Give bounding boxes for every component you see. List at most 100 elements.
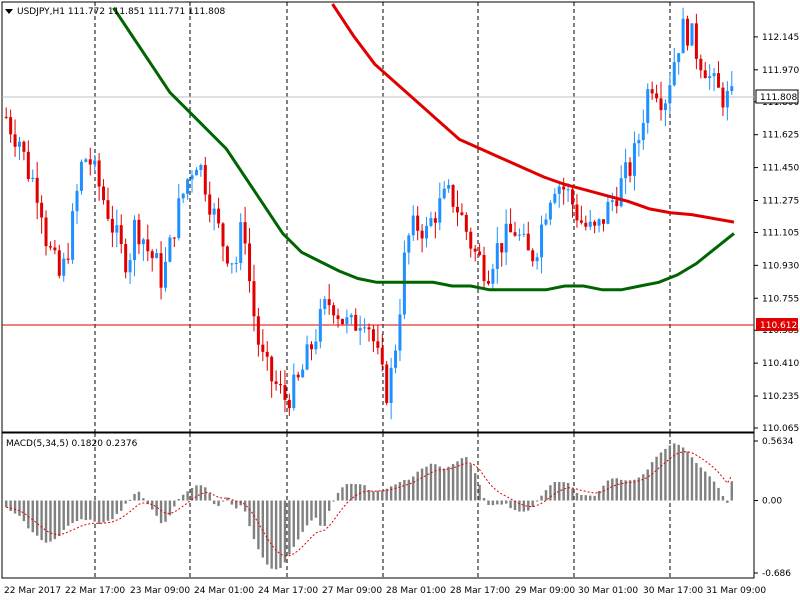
- macd-histogram-bar: [407, 479, 411, 501]
- candle-body: [358, 328, 362, 331]
- macd-histogram-bar: [111, 500, 114, 520]
- macd-histogram-bar: [544, 490, 548, 501]
- macd-histogram-bar: [456, 461, 459, 501]
- price-tick-label: 110.410: [762, 359, 799, 369]
- candle-body: [115, 225, 119, 233]
- candle-body: [668, 85, 672, 104]
- candle-body: [106, 200, 110, 219]
- macd-histogram-bar: [204, 487, 207, 501]
- macd-histogram-bar: [151, 500, 154, 510]
- macd-histogram-bar: [84, 500, 88, 521]
- candle-body: [495, 243, 499, 269]
- macd-histogram-bar: [646, 469, 649, 501]
- price-tick-label: 111.105: [762, 228, 799, 238]
- macd-histogram-bar: [420, 468, 424, 501]
- macd-tick-label: -0.686: [762, 569, 791, 579]
- macd-histogram-bar: [478, 484, 481, 501]
- candle-body: [261, 344, 265, 352]
- candle-body: [672, 62, 676, 86]
- candle-body: [318, 309, 322, 342]
- current-price-tag: 111.808: [755, 89, 799, 104]
- macd-histogram-bar: [491, 500, 495, 506]
- candle-body: [234, 263, 238, 265]
- candle-body: [619, 178, 623, 207]
- macd-histogram-bar: [314, 500, 318, 518]
- candle-body: [429, 218, 433, 226]
- macd-histogram-bar: [27, 500, 30, 529]
- candle-body: [239, 222, 243, 264]
- candle-body: [455, 206, 459, 213]
- macd-histogram-bar: [429, 463, 433, 501]
- macd-histogram-bar: [71, 500, 74, 523]
- macd-histogram-bar: [681, 447, 685, 501]
- candle-body: [194, 169, 198, 176]
- candlestick-series: [4, 7, 734, 420]
- macd-histogram-bar: [403, 479, 406, 501]
- macd-histogram-bar: [310, 500, 313, 521]
- candle-body: [71, 211, 75, 260]
- candle-body: [482, 254, 486, 281]
- macd-histogram-bar: [637, 477, 641, 501]
- macd-histogram-bar: [301, 500, 304, 532]
- macd-histogram-bar: [266, 500, 269, 565]
- macd-histogram-bar: [195, 485, 198, 501]
- candle-body: [526, 233, 530, 251]
- macd-histogram-bar: [354, 484, 357, 501]
- macd-histogram-bar: [75, 500, 79, 522]
- price-tick-label: 111.275: [762, 196, 799, 206]
- candle-body: [703, 70, 707, 79]
- candle-body: [354, 314, 358, 331]
- macd-histogram-bar: [9, 500, 12, 512]
- macd-histogram-bar: [363, 485, 366, 501]
- candle-body: [677, 53, 681, 63]
- macd-histogram-bar: [615, 478, 618, 501]
- candle-body: [301, 369, 305, 378]
- candle-body: [500, 243, 504, 253]
- macd-histogram-bar: [261, 500, 265, 558]
- candle-body: [730, 86, 734, 92]
- macd-histogram-bar: [633, 479, 636, 501]
- time-tick-label: 30 Mar 01:00: [578, 586, 638, 596]
- candle-body: [425, 225, 429, 239]
- candle-body: [363, 327, 367, 329]
- macd-histogram-bar: [350, 483, 353, 501]
- macd-histogram-bar: [186, 491, 189, 501]
- macd-histogram-bar: [283, 500, 287, 563]
- macd-histogram-bar: [212, 500, 216, 505]
- macd-histogram-bar: [664, 448, 667, 501]
- macd-histogram-bar: [704, 471, 707, 501]
- candle-body: [606, 201, 610, 224]
- candle-body: [248, 243, 252, 282]
- macd-histogram-bar: [589, 495, 592, 501]
- price-tick-label: 110.235: [762, 392, 799, 402]
- macd-histogram-bar: [199, 485, 203, 501]
- macd-histogram-bar: [699, 467, 703, 501]
- candle-body: [208, 194, 212, 215]
- candle-body: [270, 356, 274, 382]
- candle-body: [690, 23, 694, 46]
- macd-histogram-bar: [120, 500, 123, 511]
- macd-histogram-bar: [385, 488, 388, 501]
- macd-histogram-bar: [584, 495, 587, 501]
- macd-histogram-bar: [642, 474, 645, 501]
- candle-body: [615, 200, 619, 207]
- candle-body: [203, 165, 207, 195]
- macd-histogram-bar: [319, 500, 322, 526]
- candle-body: [57, 250, 61, 276]
- symbol-dropdown-icon[interactable]: [5, 9, 13, 14]
- candle-body: [212, 208, 216, 215]
- macd-histogram-bar: [686, 451, 689, 501]
- candle-body: [102, 186, 106, 201]
- macd-histogram-bar: [58, 500, 61, 537]
- candle-body: [287, 399, 291, 409]
- candle-body: [199, 165, 203, 170]
- macd-histogram-bar: [619, 479, 623, 501]
- macd-histogram-bar: [22, 500, 26, 522]
- candle-body: [217, 208, 221, 224]
- macd-histogram-bar: [566, 482, 570, 501]
- candle-body: [469, 231, 473, 249]
- macd-histogram-bar: [580, 495, 583, 501]
- candle-body: [84, 159, 88, 162]
